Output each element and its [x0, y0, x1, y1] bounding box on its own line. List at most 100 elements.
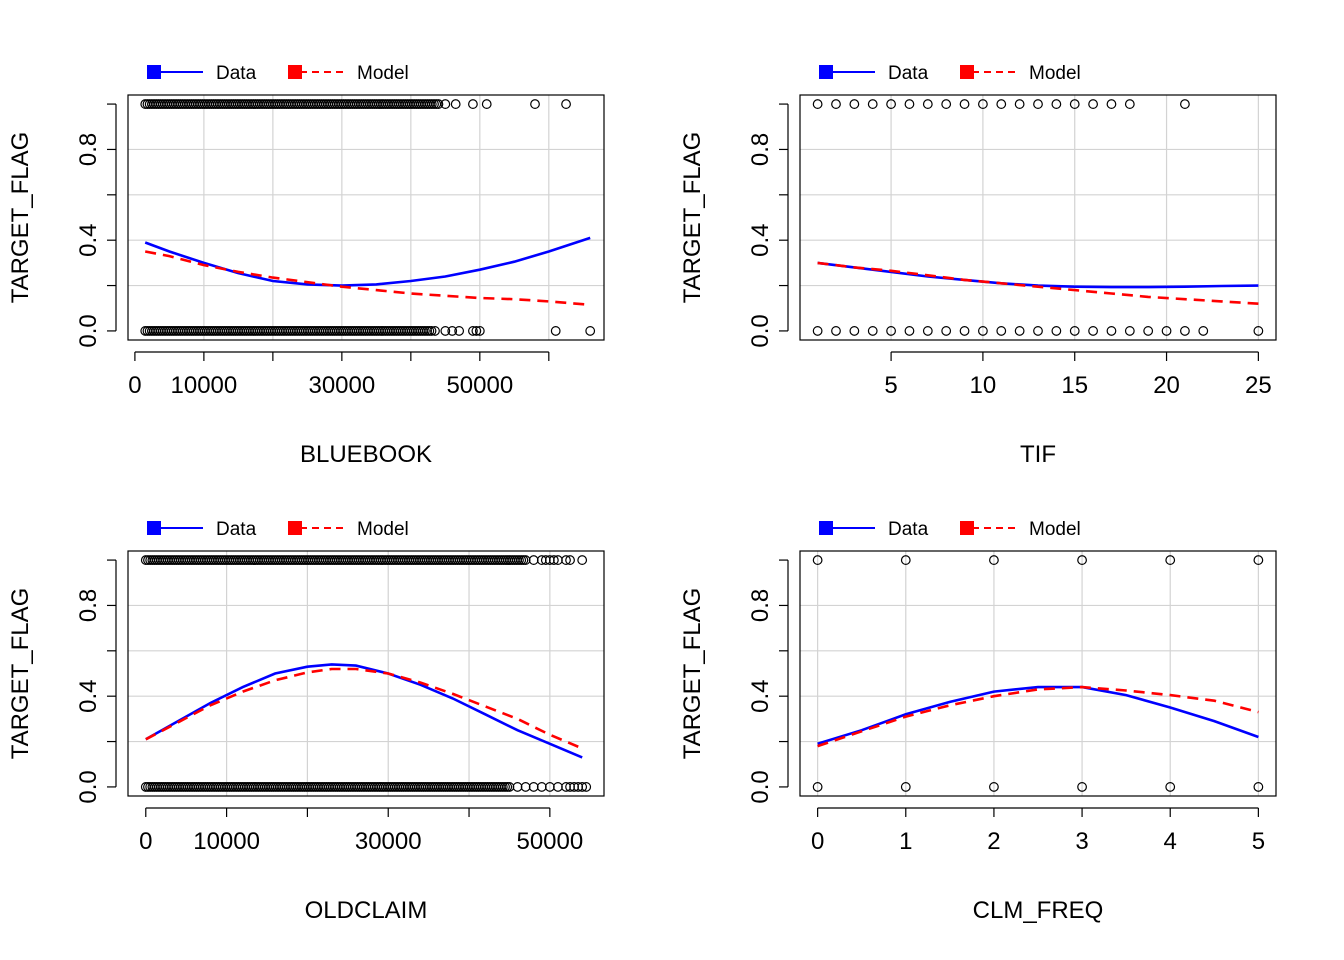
- y-tick-label: 0.0: [75, 770, 102, 803]
- y-tick-label: 0.8: [75, 133, 102, 166]
- data-point: [1180, 326, 1190, 336]
- data-points: [812, 99, 1264, 336]
- legend-data-label: Data: [888, 63, 929, 84]
- legend-data-swatch: [819, 65, 833, 79]
- legend: Data Model: [147, 519, 409, 540]
- legend-model-swatch: [960, 521, 974, 535]
- y-tick-label: 0.4: [75, 679, 102, 712]
- data-point: [904, 326, 915, 336]
- model-series-line: [145, 667, 583, 750]
- data-point: [1069, 326, 1080, 336]
- data-point: [1143, 326, 1154, 336]
- data-point: [1165, 555, 1176, 565]
- legend-model-label: Model: [1029, 519, 1081, 540]
- y-tick-label: 0.8: [747, 589, 774, 622]
- plot-box: [127, 550, 605, 797]
- legend-data-swatch: [147, 521, 161, 535]
- data-points: [140, 99, 596, 336]
- data-point: [440, 99, 451, 109]
- data-point: [1106, 99, 1117, 109]
- data-point: [996, 326, 1007, 336]
- data-point: [450, 99, 461, 109]
- x-axis-title: TIF: [1020, 441, 1056, 468]
- x-tick-label: 50000: [446, 372, 513, 399]
- x-tick-label: 20: [1153, 372, 1180, 399]
- data-point: [1014, 326, 1025, 336]
- x-axis-title: BLUEBOOK: [300, 441, 432, 468]
- data-point: [440, 326, 451, 336]
- chart-panel-3: 0 10000 30000 50000 0.0 0.4 0.8 OLDCLAIM TARGET_…: [7, 519, 605, 924]
- legend: Data Model: [147, 63, 409, 84]
- data-point: [886, 99, 896, 109]
- data-point: [1088, 326, 1098, 336]
- x-axis-title: CLM_FREQ: [973, 897, 1104, 924]
- data-points: [812, 555, 1264, 792]
- plot-box: [127, 94, 605, 341]
- data-point: [900, 782, 911, 792]
- legend-model-swatch: [960, 65, 974, 79]
- x-tick-label: 2: [987, 828, 1000, 855]
- plot-box: [799, 94, 1277, 341]
- data-point: [447, 326, 458, 336]
- data-point: [831, 99, 841, 109]
- data-point: [1198, 326, 1209, 336]
- data-point: [978, 99, 988, 109]
- data-point: [1051, 326, 1062, 336]
- data-point: [553, 782, 563, 792]
- y-tick-label: 0.4: [75, 223, 102, 256]
- x-tick-label: 25: [1245, 372, 1272, 399]
- data-point: [922, 99, 933, 109]
- chart-panel-1: 0 10000 30000 50000 0.0 0.4 0.8 BLUEBOOK TARGET_…: [7, 63, 605, 468]
- x-tick-label: 50000: [516, 828, 583, 855]
- data-point: [512, 782, 523, 792]
- data-point: [1014, 99, 1025, 109]
- data-point: [1253, 782, 1264, 792]
- data-point: [1165, 782, 1176, 792]
- data-point: [530, 99, 540, 109]
- x-tick-label: 0: [128, 372, 141, 399]
- data-point: [1124, 326, 1135, 336]
- data-point: [1077, 555, 1087, 565]
- data-point: [561, 99, 571, 109]
- data-point: [996, 99, 1007, 109]
- y-axis-title: TARGET_FLAG: [679, 588, 706, 760]
- data-point: [1161, 326, 1172, 336]
- y-axis-title: TARGET_FLAG: [7, 588, 34, 760]
- data-point: [577, 782, 588, 792]
- data-point: [426, 326, 437, 336]
- data-point: [468, 326, 478, 336]
- x-tick-label: 5: [1252, 828, 1265, 855]
- x-tick-label: 0: [811, 828, 824, 855]
- data-point: [1088, 99, 1098, 109]
- data-point: [548, 555, 559, 565]
- data-point: [812, 326, 823, 336]
- data-point: [1051, 99, 1062, 109]
- data-point: [550, 326, 561, 336]
- plot-box: [799, 550, 1277, 797]
- data-point: [959, 326, 970, 336]
- x-tick-label: 10000: [171, 372, 238, 399]
- data-point: [474, 326, 485, 336]
- legend-model-label: Model: [1029, 63, 1081, 84]
- data-point: [468, 99, 478, 109]
- data-point: [941, 326, 952, 336]
- x-tick-label: 3: [1075, 828, 1088, 855]
- data-point: [481, 99, 492, 109]
- legend-data-swatch: [147, 65, 161, 79]
- data-point: [1077, 782, 1087, 792]
- x-tick-label: 0: [139, 828, 152, 855]
- legend: Data Model: [819, 519, 1081, 540]
- data-point: [1180, 99, 1190, 109]
- chart-panel-4: 0 1 2 3 4 5 0.0 0.4 0.8 CLM_FREQ TARGET_FLAG Data Mo…: [679, 519, 1277, 924]
- data-point: [904, 99, 915, 109]
- data-point: [886, 326, 896, 336]
- legend-data-label: Data: [216, 63, 257, 84]
- data-point: [812, 555, 823, 565]
- x-tick-label: 4: [1164, 828, 1177, 855]
- data-point: [528, 782, 539, 792]
- y-tick-label: 0.0: [75, 314, 102, 347]
- data-point: [989, 555, 999, 565]
- data-point: [867, 326, 878, 336]
- data-series-line: [144, 236, 591, 287]
